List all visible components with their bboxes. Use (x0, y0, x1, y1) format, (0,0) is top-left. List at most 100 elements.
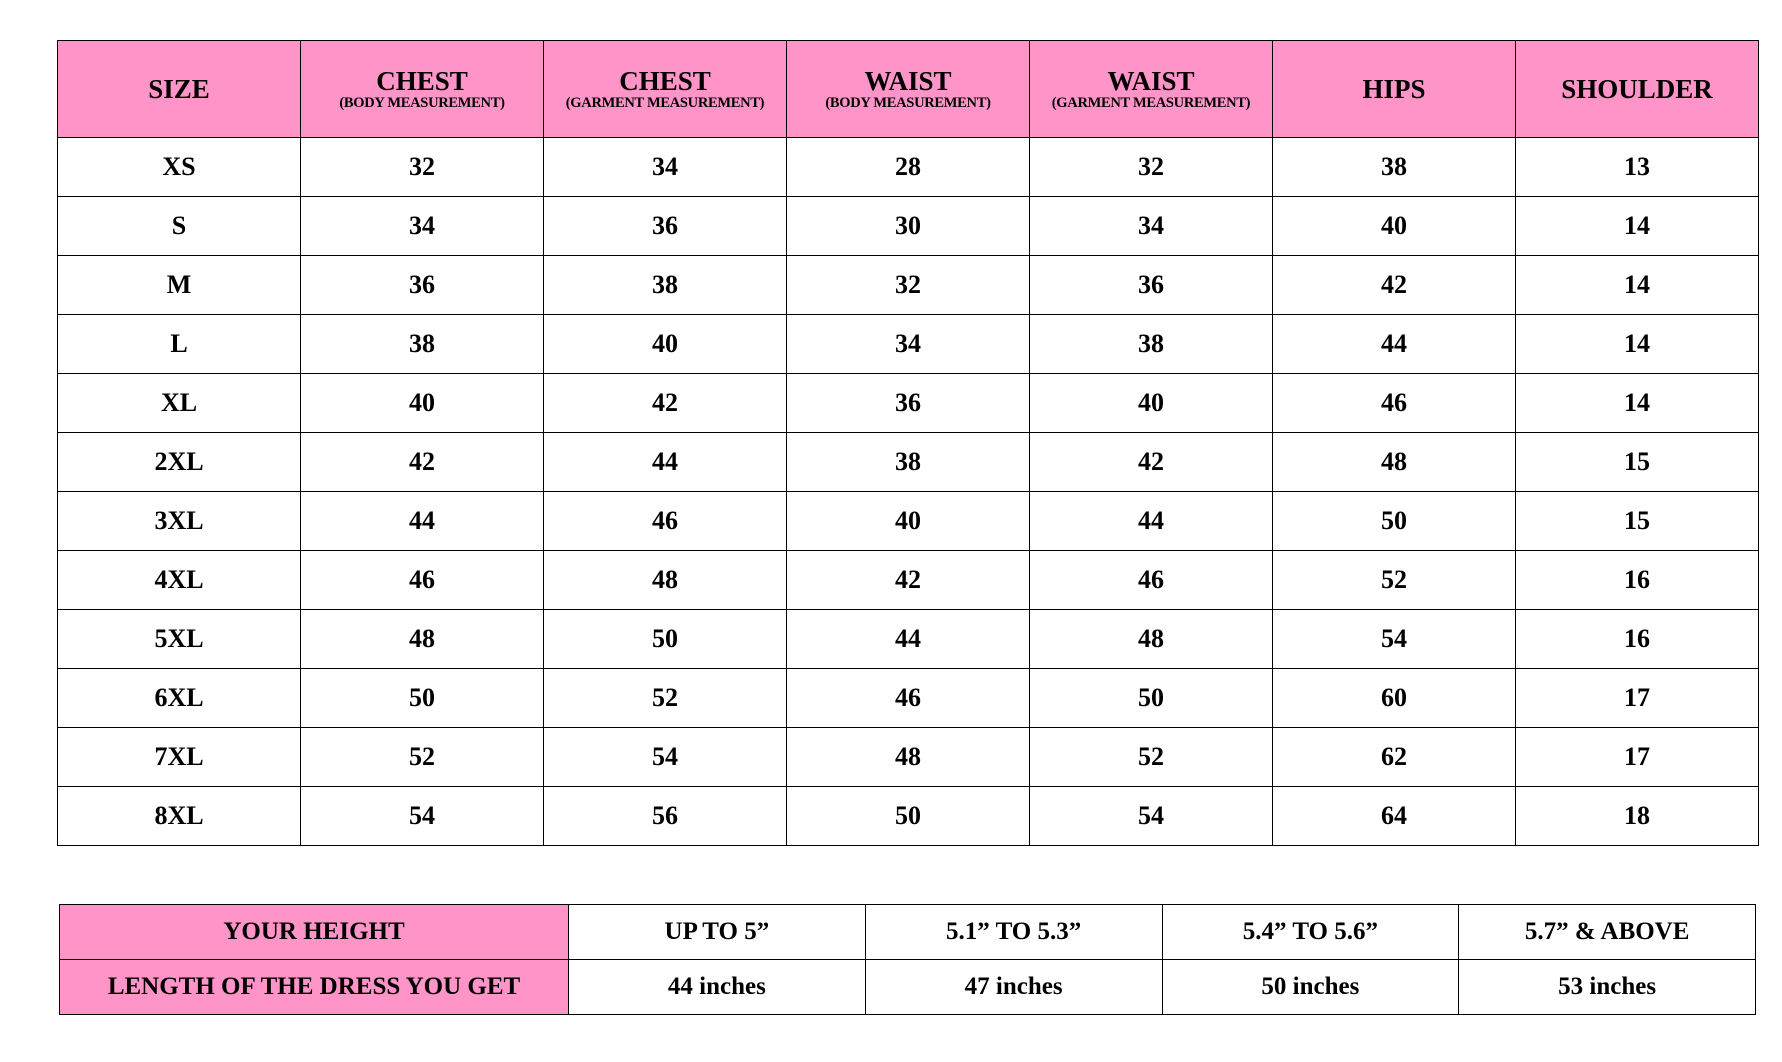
size-cell: 3XL (57, 491, 301, 551)
column-title: SIZE (148, 73, 210, 104)
measurement-cell: 46 (786, 668, 1030, 728)
measurement-cell: 44 (786, 609, 1030, 669)
measurement-cell: 36 (543, 196, 787, 256)
measurement-cell: 46 (1029, 550, 1273, 610)
size-cell: 2XL (57, 432, 301, 492)
size-cell: 4XL (57, 550, 301, 610)
size-cell: XS (57, 137, 301, 197)
measurement-cell: 48 (786, 727, 1030, 787)
measurement-cell: 56 (543, 786, 787, 846)
measurement-cell: 50 (1272, 491, 1516, 551)
measurement-cell: 48 (1272, 432, 1516, 492)
measurement-cell: 40 (1272, 196, 1516, 256)
measurement-cell: 16 (1515, 609, 1759, 669)
measurement-cell: 36 (1029, 255, 1273, 315)
measurement-cell: 34 (1029, 196, 1273, 256)
value-cell: 5.4” TO 5.6” (1161, 904, 1460, 960)
size-cell: 6XL (57, 668, 301, 728)
measurement-cell: 44 (1272, 314, 1516, 374)
column-title: WAIST (864, 66, 952, 97)
measurement-cell: 15 (1515, 491, 1759, 551)
measurement-cell: 54 (1272, 609, 1516, 669)
measurement-cell: 46 (300, 550, 544, 610)
column-subtitle: (BODY MEASUREMENT) (825, 94, 991, 111)
measurement-cell: 38 (300, 314, 544, 374)
measurement-cell: 44 (300, 491, 544, 551)
table-row: 3XL 44 46 40 44 50 15 (57, 491, 1759, 551)
measurement-cell: 40 (1029, 373, 1273, 433)
size-cell: L (57, 314, 301, 374)
measurement-cell: 40 (300, 373, 544, 433)
value-cell: UP TO 5” (568, 904, 866, 960)
table-row: 5XL 48 50 44 48 54 16 (57, 609, 1759, 669)
measurement-cell: 60 (1272, 668, 1516, 728)
column-title: HIPS (1362, 73, 1426, 104)
measurement-cell: 38 (1029, 314, 1273, 374)
value-cell: 53 inches (1458, 959, 1756, 1015)
column-header: SIZE (57, 40, 301, 138)
measurement-cell: 42 (300, 432, 544, 492)
measurement-cell: 42 (1272, 255, 1516, 315)
row-label: YOUR HEIGHT (59, 904, 569, 960)
measurement-cell: 18 (1515, 786, 1759, 846)
column-title: CHEST (619, 66, 711, 97)
row-label: LENGTH OF THE DRESS YOU GET (59, 959, 569, 1015)
measurement-cell: 48 (1029, 609, 1273, 669)
measurement-cell: 54 (1029, 786, 1273, 846)
measurement-cell: 32 (1029, 137, 1273, 197)
column-header: CHEST (GARMENT MEASUREMENT) (543, 40, 787, 138)
value-cell: 47 inches (864, 959, 1163, 1015)
measurement-cell: 54 (300, 786, 544, 846)
size-cell: XL (57, 373, 301, 433)
measurement-cell: 52 (1029, 727, 1273, 787)
column-subtitle: (GARMENT MEASUREMENT) (565, 94, 765, 111)
size-chart-table: SIZE CHEST (BODY MEASUREMENT) CHEST (GARMENT… (57, 40, 1759, 846)
measurement-cell: 42 (786, 550, 1030, 610)
measurement-cell: 52 (1272, 550, 1516, 610)
measurement-cell: 32 (300, 137, 544, 197)
measurement-cell: 42 (1029, 432, 1273, 492)
table-row: 8XL 54 56 50 54 64 18 (57, 786, 1759, 846)
dress-length-table: YOUR HEIGHT UP TO 5” 5.1” TO 5.3” 5.4” TO 5… (59, 904, 1756, 1015)
measurement-cell: 50 (543, 609, 787, 669)
measurement-cell: 14 (1515, 373, 1759, 433)
measurement-cell: 36 (300, 255, 544, 315)
measurement-cell: 48 (543, 550, 787, 610)
measurement-cell: 17 (1515, 668, 1759, 728)
size-cell: S (57, 196, 301, 256)
measurement-cell: 62 (1272, 727, 1516, 787)
measurement-cell: 46 (543, 491, 787, 551)
value-cell: 50 inches (1161, 959, 1460, 1015)
measurement-cell: 50 (1029, 668, 1273, 728)
measurement-cell: 13 (1515, 137, 1759, 197)
measurement-cell: 38 (543, 255, 787, 315)
column-subtitle: (GARMENT MEASUREMENT) (1051, 94, 1251, 111)
measurement-cell: 54 (543, 727, 787, 787)
measurement-cell: 34 (543, 137, 787, 197)
table-row: YOUR HEIGHT UP TO 5” 5.1” TO 5.3” 5.4” TO 5… (59, 904, 1756, 960)
table-row: LENGTH OF THE DRESS YOU GET 44 inches 47 i… (59, 959, 1756, 1015)
measurement-cell: 44 (1029, 491, 1273, 551)
table-row: S 34 36 30 34 40 14 (57, 196, 1759, 256)
measurement-cell: 50 (786, 786, 1030, 846)
measurement-cell: 15 (1515, 432, 1759, 492)
table-row: XL 40 42 36 40 46 14 (57, 373, 1759, 433)
column-title: SHOULDER (1561, 73, 1713, 104)
table-row: 6XL 50 52 46 50 60 17 (57, 668, 1759, 728)
measurement-cell: 52 (543, 668, 787, 728)
measurement-cell: 38 (1272, 137, 1516, 197)
measurement-cell: 32 (786, 255, 1030, 315)
measurement-cell: 38 (786, 432, 1030, 492)
table-row: 7XL 52 54 48 52 62 17 (57, 727, 1759, 787)
table-row: XS 32 34 28 32 38 13 (57, 137, 1759, 197)
measurement-cell: 16 (1515, 550, 1759, 610)
measurement-cell: 14 (1515, 314, 1759, 374)
value-cell: 5.1” TO 5.3” (864, 904, 1163, 960)
measurement-cell: 42 (543, 373, 787, 433)
measurement-cell: 64 (1272, 786, 1516, 846)
value-cell: 44 inches (568, 959, 866, 1015)
measurement-cell: 52 (300, 727, 544, 787)
measurement-cell: 34 (786, 314, 1030, 374)
size-chart-header-row: SIZE CHEST (BODY MEASUREMENT) CHEST (GARMENT… (57, 40, 1759, 138)
table-row: M 36 38 32 36 42 14 (57, 255, 1759, 315)
